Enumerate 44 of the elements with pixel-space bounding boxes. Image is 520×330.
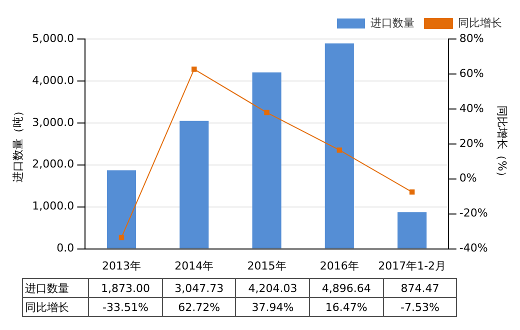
data-label: 4,204.03 bbox=[236, 278, 310, 298]
bar bbox=[324, 43, 354, 248]
bar bbox=[252, 72, 282, 248]
y2-tick-label: -20% bbox=[459, 206, 488, 220]
x-tick-label: 2013年 bbox=[102, 259, 142, 272]
y2-tick-label: 0% bbox=[459, 172, 477, 185]
x-tick-label: 2016年 bbox=[320, 259, 359, 272]
data-label: -33.51% bbox=[88, 298, 162, 316]
text: 同比增长 bbox=[25, 300, 69, 314]
y-tick-label: 5,000.0 bbox=[32, 32, 74, 45]
data-label: 3,047.73 bbox=[162, 278, 236, 298]
y2-axis-title: 同比增长（%） bbox=[496, 106, 509, 182]
y2-tick-label: 60% bbox=[459, 66, 484, 80]
y2-tick-label: 80% bbox=[459, 32, 484, 45]
x-tick-label: 2014年 bbox=[174, 259, 214, 272]
y-tick-label: 4,000.0 bbox=[32, 74, 74, 87]
data-label: -7.53% bbox=[383, 298, 457, 316]
data-label: 4,896.64 bbox=[310, 278, 384, 298]
data-label: 874.47 bbox=[383, 278, 457, 298]
y2-tick-label: -40% bbox=[459, 242, 488, 255]
text: 进口数量 bbox=[25, 282, 69, 294]
point bbox=[192, 66, 197, 72]
point bbox=[264, 110, 270, 116]
x-tick-label: 2017年1-2月 bbox=[378, 259, 446, 272]
legend-label: 进口数量 bbox=[370, 16, 414, 30]
y-tick-label: 3,000.0 bbox=[32, 116, 74, 129]
data-label: 37.94% bbox=[236, 298, 310, 316]
point bbox=[336, 147, 342, 153]
data-label: 62.72% bbox=[162, 298, 236, 316]
point bbox=[409, 189, 415, 195]
data-label: 1,873.00 bbox=[88, 278, 162, 298]
y-tick-label: 0.0 bbox=[56, 242, 74, 255]
y-tick-label: 2,000.0 bbox=[32, 158, 74, 171]
data-label: 16.47% bbox=[310, 298, 384, 316]
y-axis-title: 进口数量（吨） bbox=[11, 105, 24, 182]
y2-tick-label: 40% bbox=[459, 102, 484, 115]
point bbox=[118, 234, 124, 240]
x-tick-label: 2015年 bbox=[247, 259, 286, 272]
bar bbox=[106, 170, 136, 248]
legend-label: 同比增长 bbox=[458, 16, 502, 30]
bar bbox=[398, 212, 427, 248]
bar bbox=[180, 120, 209, 248]
y-tick-label: 1,000.0 bbox=[32, 200, 74, 213]
y2-tick-label: 20% bbox=[459, 136, 484, 150]
